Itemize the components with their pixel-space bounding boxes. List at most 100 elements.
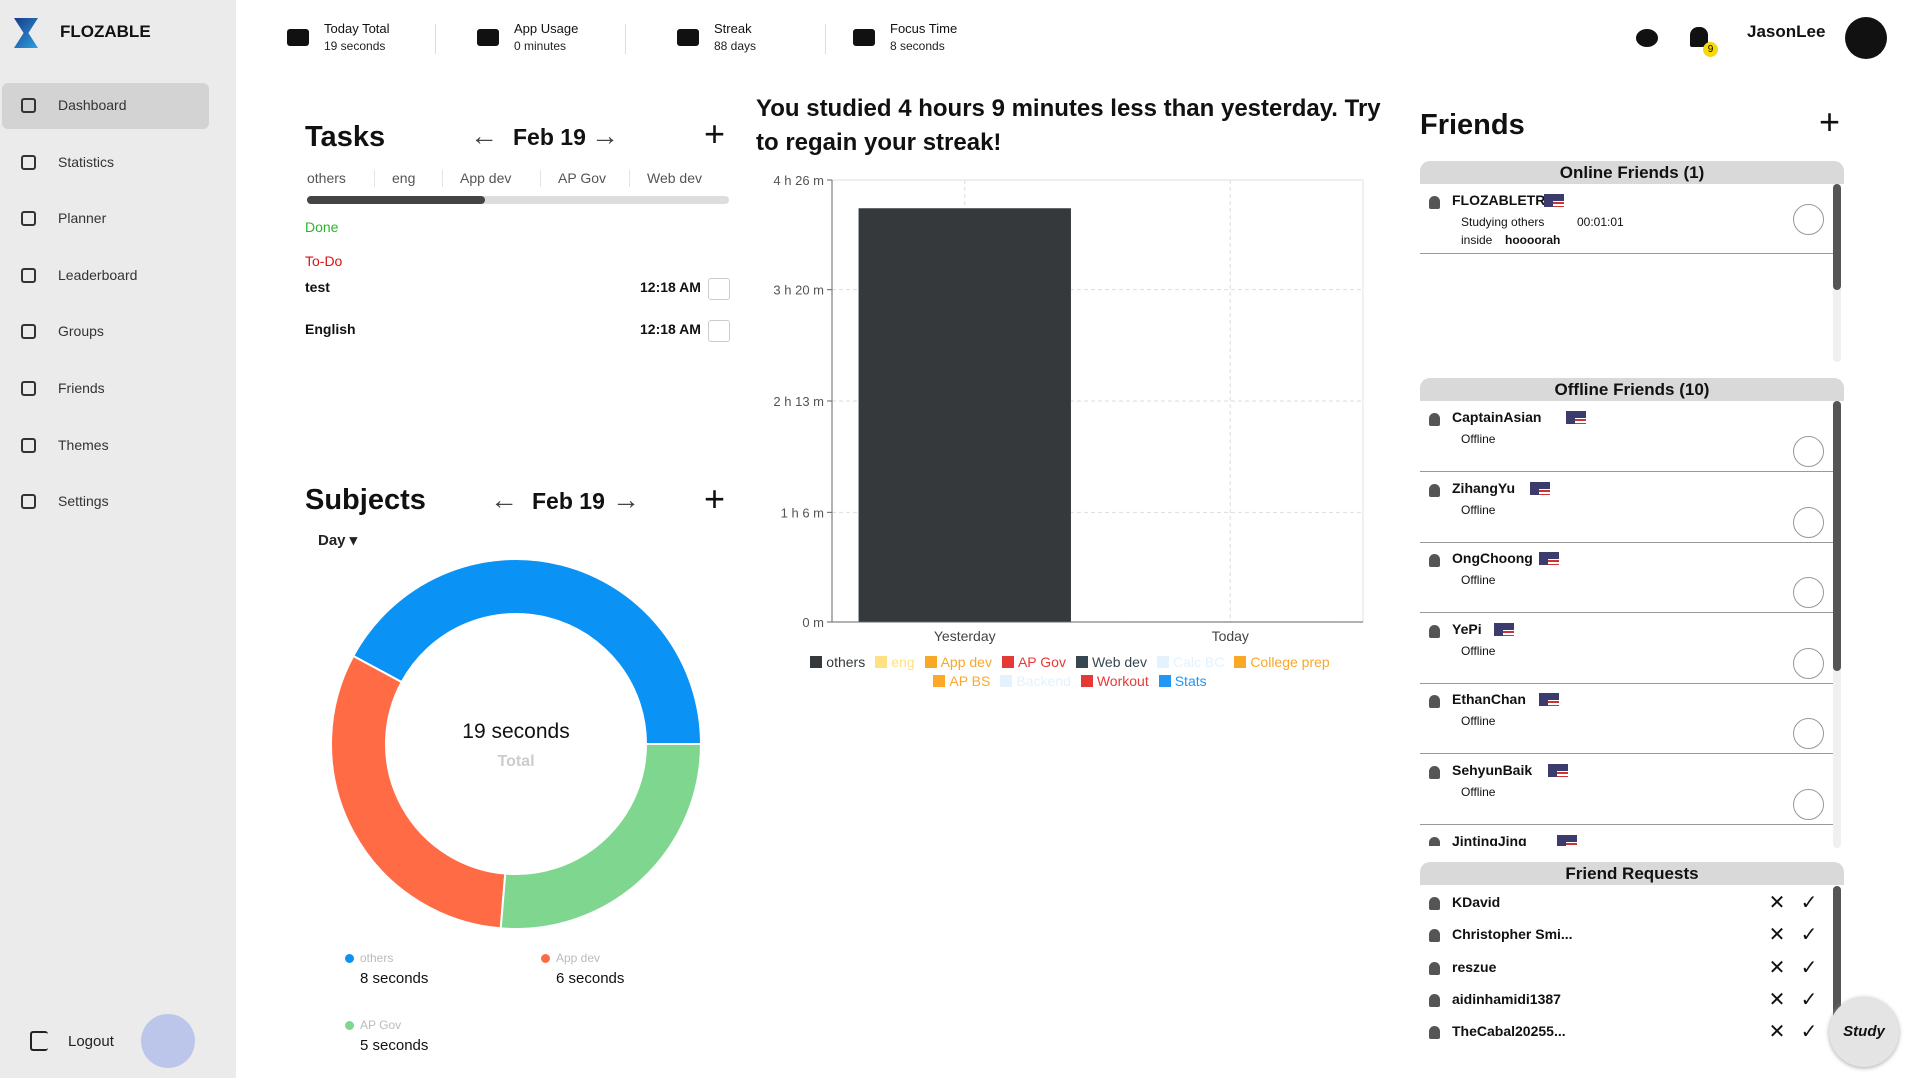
friend-name[interactable]: EthanChan	[1452, 691, 1526, 708]
decline-button[interactable]: ✕	[1768, 1021, 1786, 1044]
person-icon	[1429, 1026, 1440, 1040]
friend-name[interactable]: CaptainAsian	[1452, 409, 1542, 425]
message-button[interactable]	[1793, 506, 1824, 538]
requester-name[interactable]: aidinhamidi1387	[1452, 990, 1561, 1007]
bell-icon[interactable]	[1690, 27, 1708, 47]
friend-name[interactable]: ZihangYu	[1452, 479, 1515, 496]
theme-button[interactable]	[141, 1014, 195, 1068]
x-tick-label: Today	[1212, 628, 1249, 644]
add-subject[interactable]: +	[704, 478, 726, 519]
task-tab[interactable]: AP Gov	[558, 170, 606, 186]
friend-name[interactable]: OngChoong	[1452, 550, 1533, 567]
accept-button[interactable]: ✓	[1800, 988, 1818, 1011]
date-arrow[interactable]: ←	[470, 120, 498, 151]
task-name: English	[305, 321, 356, 337]
accept-button[interactable]: ✓	[1800, 956, 1818, 979]
nav-item[interactable]: Settings	[58, 493, 109, 510]
nav-item[interactable]: Friends	[58, 380, 105, 396]
decline-button[interactable]: ✕	[1768, 924, 1786, 947]
accept-button[interactable]: ✓	[1800, 924, 1818, 947]
y-tick-label: 0 m	[802, 615, 824, 630]
stat-label: App Usage	[514, 21, 579, 36]
tab-divider	[540, 170, 541, 187]
person-icon	[1429, 929, 1440, 943]
y-tick-label: 4 h 26 m	[773, 173, 824, 188]
legend-item[interactable]: Web dev	[1075, 654, 1147, 670]
message-button[interactable]	[1793, 436, 1824, 467]
task-checkbox[interactable]	[708, 278, 730, 300]
friend-name[interactable]: YePi	[1452, 620, 1482, 637]
task-checkbox[interactable]	[708, 320, 730, 342]
legend-item[interactable]: Calc BC	[1156, 654, 1225, 670]
legend-label: Calc BC	[1172, 654, 1225, 670]
task-tab[interactable]: Web dev	[647, 170, 702, 186]
legend-swatch	[1075, 656, 1088, 668]
legend-item[interactable]: Workout	[1080, 673, 1149, 689]
legend-item[interactable]: AP BS	[933, 673, 990, 689]
friend-name[interactable]: JintingJing	[1452, 832, 1527, 846]
logout[interactable]: Logout	[68, 1033, 114, 1050]
period-select[interactable]: Day ▾	[318, 532, 358, 549]
legend-item[interactable]: Backend	[1000, 673, 1071, 689]
donut-center-label: Total	[497, 753, 534, 770]
avatar[interactable]	[1845, 17, 1887, 59]
legend-item[interactable]: College prep	[1234, 654, 1330, 670]
decline-button[interactable]: ✕	[1768, 956, 1786, 979]
nav-item[interactable]: Groups	[58, 323, 104, 340]
donut-center-value: 19 seconds	[462, 720, 569, 743]
nav-item[interactable]: Themes	[58, 436, 109, 453]
chat-icon[interactable]	[1636, 29, 1658, 47]
accept-button[interactable]: ✓	[1800, 1021, 1818, 1044]
nav-item[interactable]: Statistics	[58, 153, 115, 170]
friend-name[interactable]: SehyunBaik	[1452, 762, 1533, 778]
message-button[interactable]	[1793, 204, 1824, 235]
person-icon	[1429, 695, 1440, 709]
friend-status: Offline	[1461, 432, 1496, 446]
legend-name: App dev	[556, 951, 601, 965]
study-button[interactable]: Study	[1829, 997, 1899, 1067]
task-tab[interactable]: others	[307, 170, 346, 186]
message-button[interactable]	[1793, 577, 1824, 609]
decline-button[interactable]: ✕	[1768, 988, 1786, 1011]
progress-fill	[307, 196, 485, 204]
friends-title: Friends	[1420, 109, 1525, 141]
nav-item[interactable]: Leaderboard	[58, 266, 138, 283]
requester-name[interactable]: Christopher Smi...	[1452, 926, 1573, 943]
date-arrow[interactable]: ←	[490, 484, 518, 515]
add-task[interactable]: +	[704, 113, 726, 154]
task-tab[interactable]: App dev	[460, 170, 512, 186]
legend-item[interactable]: Stats	[1158, 673, 1207, 689]
requester-name[interactable]: KDavid	[1452, 894, 1501, 910]
legend-item[interactable]: others	[810, 654, 865, 670]
legend-item[interactable]: eng	[875, 654, 915, 670]
flag	[1539, 552, 1559, 566]
person-icon	[1429, 766, 1440, 779]
nav-icon	[21, 211, 36, 227]
message-button[interactable]	[1793, 647, 1824, 679]
requester-name[interactable]: reszue	[1452, 958, 1497, 975]
message-button[interactable]	[1793, 789, 1824, 820]
date-arrow[interactable]: →	[612, 484, 640, 515]
date-arrow[interactable]: →	[591, 120, 619, 151]
legend-value: 5 seconds	[360, 1037, 429, 1054]
task-tab[interactable]: eng	[392, 170, 416, 186]
legend-item[interactable]: App dev	[924, 654, 992, 670]
accept-button[interactable]: ✓	[1800, 892, 1818, 914]
legend-swatch	[933, 675, 946, 687]
todo-label: To-Do	[305, 253, 343, 269]
legend-swatch	[1080, 675, 1093, 687]
message-button[interactable]	[1793, 718, 1824, 750]
legend-item[interactable]: AP Gov	[1001, 654, 1066, 670]
decline-button[interactable]: ✕	[1768, 892, 1786, 914]
logout-icon	[30, 1031, 48, 1051]
offline-list: CaptainAsian Offline ZihangYu Offline OngCho…	[1420, 401, 1833, 846]
nav-item[interactable]: Planner	[58, 210, 107, 227]
user-name[interactable]: JasonLee	[1747, 22, 1826, 41]
legend-swatch	[924, 656, 937, 668]
requester-name[interactable]: TheCabal20255...	[1452, 1023, 1566, 1040]
add-friend[interactable]: +	[1819, 101, 1841, 142]
nav-item[interactable]: Dashboard	[58, 97, 127, 113]
friend-name[interactable]: FLOZABLETRS	[1452, 192, 1555, 208]
